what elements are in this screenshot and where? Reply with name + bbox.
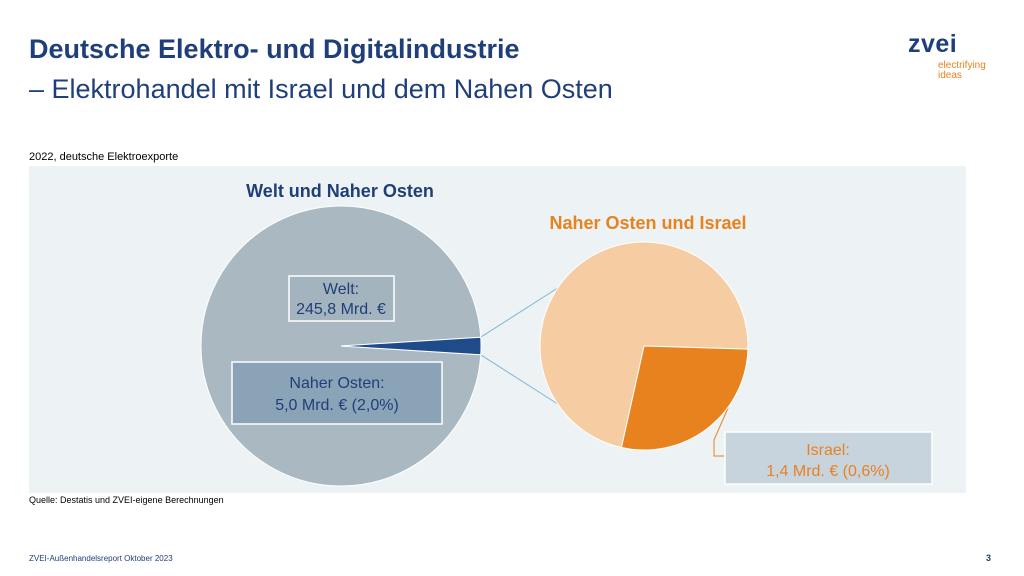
label-welt-name: Welt: <box>323 281 359 298</box>
label-welt-value: 245,8 Mrd. € <box>296 301 386 318</box>
label-israel-name: Israel: <box>806 442 850 459</box>
slice-naher-osten-rest <box>539 241 749 449</box>
logo-tagline-2: ideas <box>938 70 962 81</box>
label-israel: Israel: 1,4 Mrd. € (0,6%) <box>724 431 933 485</box>
chart-subtitle: 2022, deutsche Elektroexporte <box>29 151 179 163</box>
pie-welt-naher-osten <box>200 205 482 487</box>
label-israel-value: 1,4 Mrd. € (0,6%) <box>766 463 890 480</box>
label-naher-osten-name: Naher Osten: <box>289 375 384 392</box>
label-naher-osten-value: 5,0 Mrd. € (2,0%) <box>275 397 399 414</box>
logo-tagline-1: electrifying <box>938 60 986 71</box>
slide-title: Deutsche Elektro- und Digitalindustrie <box>29 34 520 64</box>
slice-naher-osten <box>340 336 482 356</box>
page-number: 3 <box>986 553 992 563</box>
logo-word: zvei <box>908 30 958 58</box>
pie1-title: Welt und Naher Osten <box>246 181 434 201</box>
source-note: Quelle: Destatis und ZVEI-eigene Berechn… <box>29 495 224 505</box>
connector-top <box>480 287 558 338</box>
zvei-logo: zvei electrifying ideas <box>908 30 998 81</box>
connector-bottom <box>480 354 558 405</box>
pie-naher-osten-israel <box>539 241 749 451</box>
slide-title-line2: – Elektrohandel mit Israel und dem Nahen… <box>29 74 613 104</box>
pie2-title: Naher Osten und Israel <box>549 213 746 233</box>
label-naher-osten: Naher Osten: 5,0 Mrd. € (2,0%) <box>231 361 443 425</box>
footer-text: ZVEI-Außenhandelsreport Oktober 2023 <box>29 554 173 563</box>
label-welt: Welt: 245,8 Mrd. € <box>288 275 395 322</box>
slice-israel <box>620 345 749 451</box>
